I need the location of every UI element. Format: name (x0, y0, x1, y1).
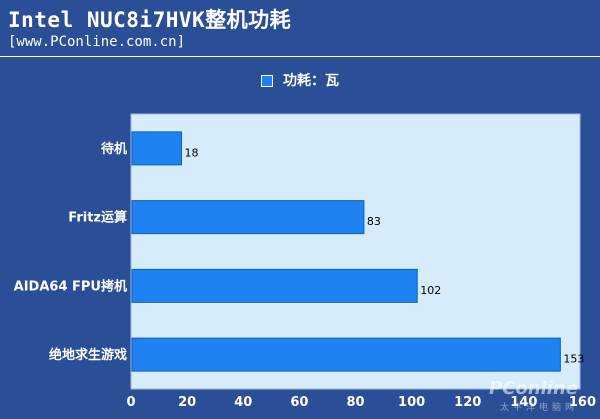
category-label: 绝地求生游戏 (49, 347, 127, 363)
x-tick-label: 40 (234, 395, 252, 410)
bar (131, 200, 365, 235)
x-tick-label: 120 (454, 395, 481, 410)
header-divider (0, 56, 600, 57)
x-tick-label: 160 (569, 395, 596, 410)
watermark-tagline: 太平洋电脑网 (499, 403, 578, 413)
x-tick-label: 140 (510, 395, 537, 410)
legend-label: 功耗：瓦 (283, 73, 339, 89)
x-tick-label: 60 (290, 395, 308, 410)
watermark-logo: PConline (489, 378, 578, 399)
bar (131, 337, 561, 372)
data-label: 102 (420, 284, 441, 297)
x-axis-ticks: 0 20 40 60 80 100 120 140 160 (126, 395, 596, 410)
data-label: 18 (185, 146, 199, 159)
x-tick-label: 80 (346, 395, 364, 410)
chart-title: Intel NUC8i7HVK整机功耗 (8, 8, 292, 32)
legend-swatch (261, 75, 273, 87)
x-tick-label: 0 (126, 395, 135, 410)
legend: 功耗：瓦 (0, 70, 600, 90)
bar (131, 131, 183, 166)
category-label: AIDA64 FPU拷机 (14, 278, 127, 294)
bar (131, 268, 418, 303)
bars-group: 18 83 102 153 (131, 131, 584, 372)
x-tick-label: 20 (178, 395, 196, 410)
data-label: 83 (367, 215, 381, 228)
chart-subtitle: [www.PConline.com.cn] (8, 34, 186, 50)
category-label: 待机 (100, 141, 127, 157)
x-tick-label: 100 (398, 395, 425, 410)
data-label: 153 (563, 353, 584, 366)
category-label: Fritz运算 (68, 210, 127, 226)
